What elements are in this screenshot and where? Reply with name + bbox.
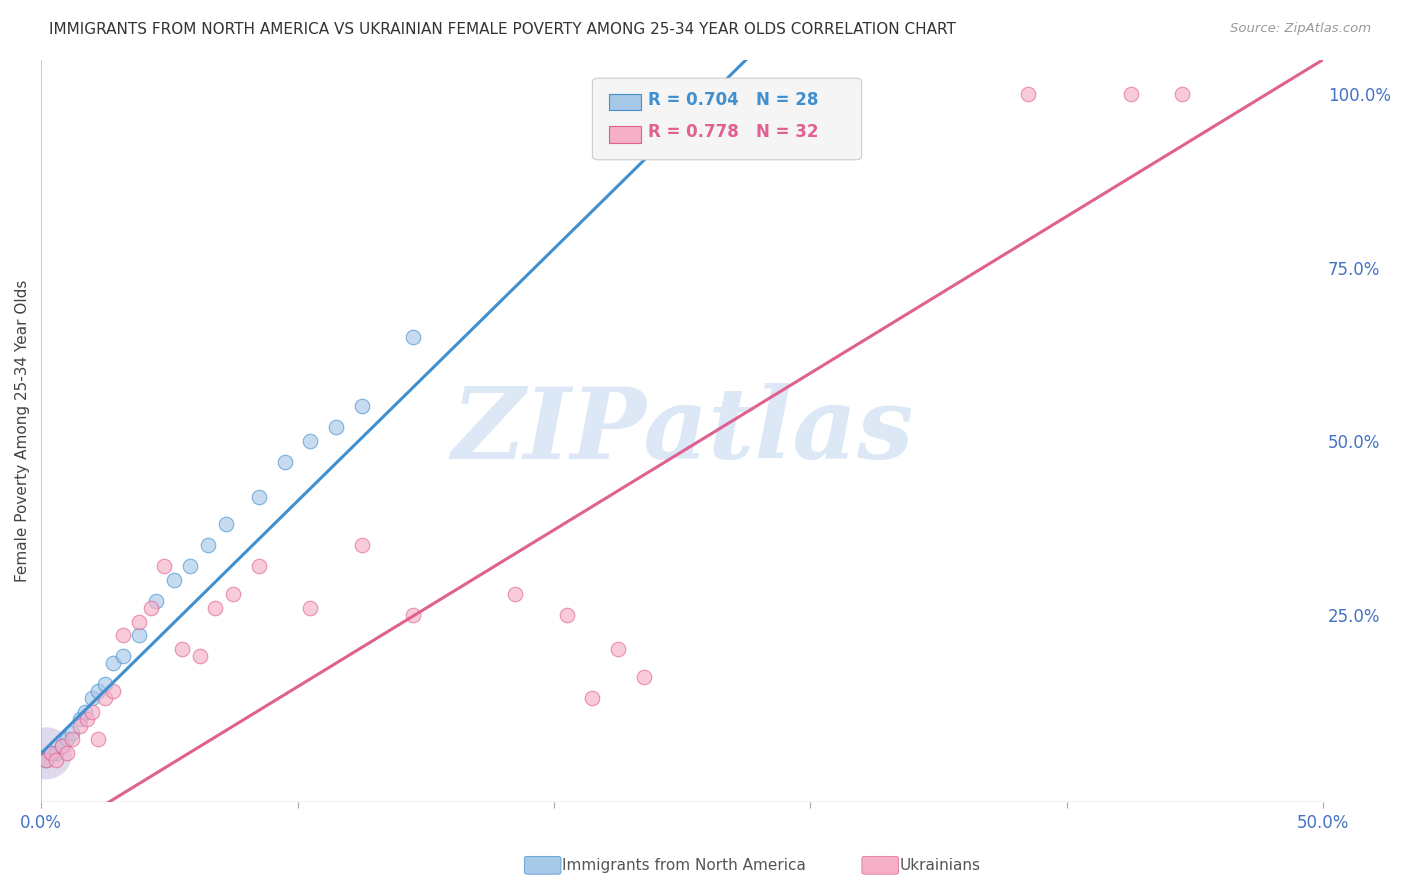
Point bbox=[55, 732, 77, 747]
Point bbox=[86, 732, 108, 747]
Point bbox=[69, 712, 91, 726]
Point bbox=[505, 587, 527, 601]
Text: Immigrants from North America: Immigrants from North America bbox=[562, 858, 806, 872]
Point bbox=[141, 600, 163, 615]
Y-axis label: Female Poverty Among 25-34 Year Olds: Female Poverty Among 25-34 Year Olds bbox=[15, 279, 30, 582]
Point bbox=[683, 87, 706, 102]
Point bbox=[41, 747, 63, 761]
Point bbox=[145, 593, 167, 607]
Point bbox=[82, 705, 104, 719]
Point bbox=[51, 739, 73, 754]
Point bbox=[41, 747, 63, 761]
Point bbox=[112, 628, 135, 642]
Point bbox=[299, 600, 322, 615]
Point bbox=[101, 656, 124, 670]
Point bbox=[555, 607, 578, 622]
Point bbox=[112, 649, 135, 664]
Point bbox=[247, 490, 270, 504]
Text: Ukrainians: Ukrainians bbox=[900, 858, 981, 872]
Point bbox=[581, 690, 603, 705]
Text: R = 0.778   N = 32: R = 0.778 N = 32 bbox=[648, 123, 818, 141]
Point bbox=[325, 420, 347, 434]
Point bbox=[82, 690, 104, 705]
Point bbox=[73, 705, 96, 719]
Point bbox=[402, 330, 425, 344]
Point bbox=[101, 684, 124, 698]
Point bbox=[172, 642, 194, 657]
Point bbox=[60, 732, 83, 747]
Point bbox=[188, 649, 211, 664]
Point bbox=[402, 607, 425, 622]
Text: ZIPatlas: ZIPatlas bbox=[451, 383, 914, 479]
Point bbox=[153, 559, 176, 574]
FancyBboxPatch shape bbox=[592, 78, 862, 160]
Point bbox=[69, 718, 91, 732]
Point bbox=[633, 87, 655, 102]
Bar bbox=[609, 94, 641, 110]
Point bbox=[128, 628, 150, 642]
Point bbox=[1017, 87, 1039, 102]
Point bbox=[204, 600, 226, 615]
Point bbox=[163, 573, 186, 587]
Point bbox=[35, 753, 58, 767]
Bar bbox=[609, 127, 641, 143]
Point bbox=[179, 559, 201, 574]
Point bbox=[45, 747, 67, 761]
Point bbox=[60, 725, 83, 739]
Point bbox=[593, 87, 616, 102]
Point bbox=[1119, 87, 1142, 102]
Point bbox=[86, 684, 108, 698]
Point bbox=[197, 538, 219, 552]
Point bbox=[350, 538, 373, 552]
Point bbox=[1171, 87, 1194, 102]
Point bbox=[607, 642, 630, 657]
Point bbox=[350, 400, 373, 414]
Point bbox=[128, 615, 150, 629]
Point bbox=[273, 455, 295, 469]
Point bbox=[55, 747, 77, 761]
Point bbox=[45, 753, 67, 767]
Point bbox=[247, 559, 270, 574]
Point bbox=[35, 753, 58, 767]
Text: R = 0.704   N = 28: R = 0.704 N = 28 bbox=[648, 91, 818, 110]
Point bbox=[94, 690, 117, 705]
Text: IMMIGRANTS FROM NORTH AMERICA VS UKRAINIAN FEMALE POVERTY AMONG 25-34 YEAR OLDS : IMMIGRANTS FROM NORTH AMERICA VS UKRAINI… bbox=[49, 22, 956, 37]
Point bbox=[51, 739, 73, 754]
Point bbox=[94, 677, 117, 691]
Point bbox=[633, 670, 655, 684]
Point bbox=[222, 587, 245, 601]
Point bbox=[35, 747, 58, 761]
Text: Source: ZipAtlas.com: Source: ZipAtlas.com bbox=[1230, 22, 1371, 36]
Point bbox=[299, 434, 322, 449]
Point bbox=[215, 517, 238, 532]
Point bbox=[76, 712, 98, 726]
